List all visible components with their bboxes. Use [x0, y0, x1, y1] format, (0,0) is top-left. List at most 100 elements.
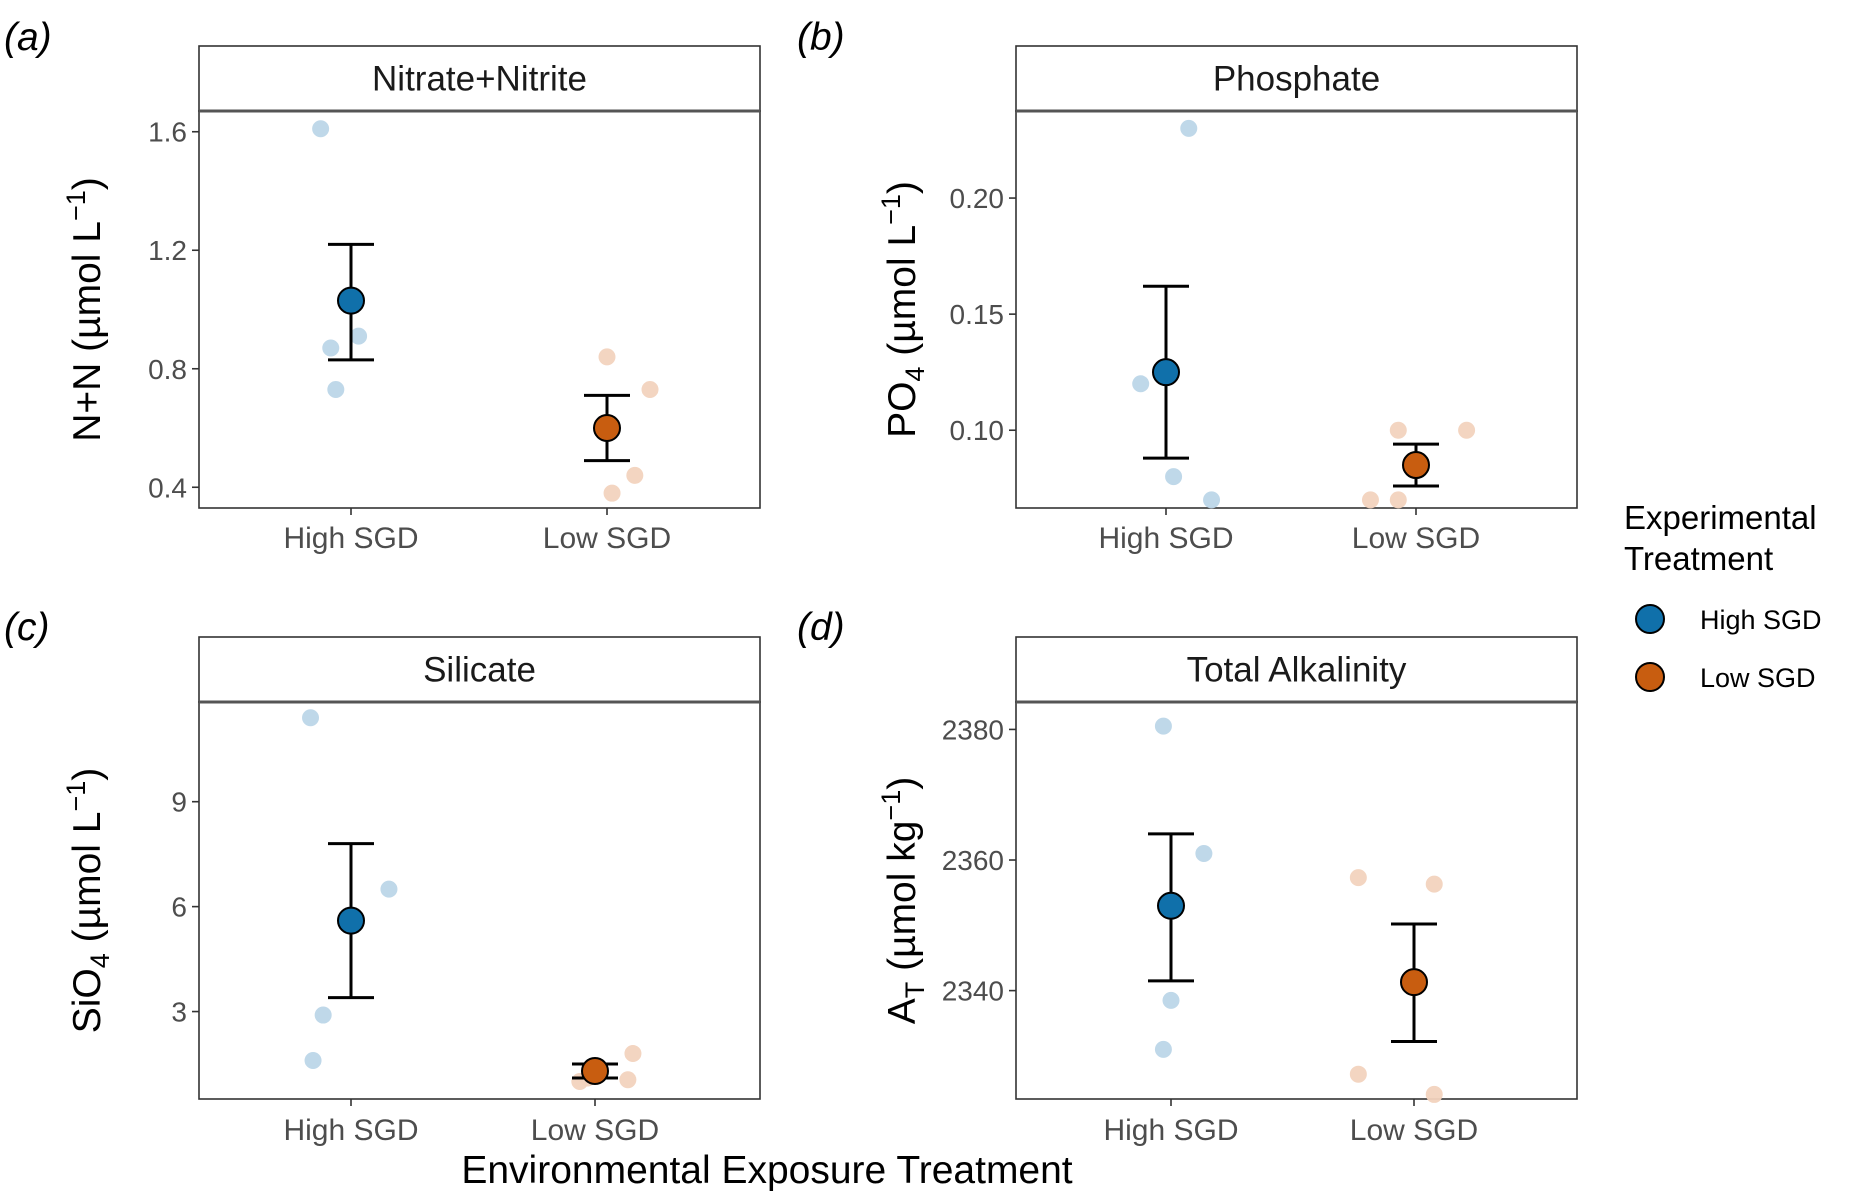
y-axis-title-units: (µmol L: [881, 225, 924, 367]
y-axis-title-superscript: −1: [61, 190, 91, 221]
y-axis-title-subscript: 4: [900, 367, 930, 382]
raw-point: [1389, 421, 1407, 439]
panel-label: (b): [797, 16, 845, 59]
y-tick-label: 1.2: [148, 235, 187, 266]
y-axis-title: N+N (µmol L−1): [61, 177, 109, 442]
y-axis-title-close: ): [66, 768, 109, 781]
raw-point: [626, 466, 644, 484]
panel-3: (c) Silicate 3 6 9 High SGD Low SGD SiO4 (µmol …: [4, 606, 761, 1147]
raw-point: [603, 484, 621, 502]
mean-point: [337, 286, 365, 315]
raw-point: [1458, 421, 1476, 439]
y-axis-title-units: (µmol L: [66, 812, 109, 954]
y-axis-title-superscript: −1: [876, 194, 906, 225]
y-axis-title-main: SiO: [66, 968, 109, 1033]
x-tick-label: High SGD: [1098, 522, 1233, 555]
y-tick-label: 3: [171, 997, 187, 1028]
raw-point: [1361, 491, 1379, 509]
raw-point: [322, 339, 340, 357]
raw-point: [1425, 875, 1443, 893]
y-axis-title-main: A: [881, 998, 924, 1024]
panel-label: (d): [797, 606, 845, 649]
panel-label: (a): [4, 16, 52, 59]
legend-label-high-sgd: High SGD: [1700, 605, 1822, 635]
x-tick-label: High SGD: [283, 1114, 418, 1147]
raw-point: [1425, 1085, 1443, 1103]
raw-point: [1349, 869, 1367, 887]
plot-area: [198, 701, 761, 1100]
raw-point: [1154, 1040, 1172, 1058]
y-tick-label: 1.6: [148, 117, 187, 148]
plot-area: [1015, 701, 1578, 1100]
facet-title: Silicate: [423, 651, 536, 690]
legend-title-line-2: Treatment: [1624, 540, 1773, 577]
y-tick-label: 2340: [942, 976, 1004, 1007]
raw-point: [624, 1045, 642, 1063]
mean-point: [1152, 358, 1180, 387]
y-axis-title-superscript: −1: [61, 781, 91, 812]
raw-point: [1154, 717, 1172, 735]
raw-point: [327, 380, 345, 398]
mean-point: [337, 906, 365, 935]
plot-area: [198, 110, 761, 509]
mean-point: [1400, 968, 1428, 997]
y-axis-title-main: N+N: [66, 363, 109, 442]
raw-point: [1195, 844, 1213, 862]
raw-point: [304, 1052, 322, 1070]
y-axis-title: SiO4 (µmol L−1): [61, 768, 115, 1034]
raw-point: [1162, 991, 1180, 1009]
y-axis-title-main: PO: [881, 382, 924, 438]
y-tick-label: 0.15: [950, 299, 1005, 330]
mean-point: [593, 414, 621, 443]
raw-point: [302, 709, 320, 727]
raw-point: [380, 880, 398, 898]
facet-title: Total Alkalinity: [1187, 651, 1407, 690]
raw-point: [1349, 1065, 1367, 1083]
x-tick-label: Low SGD: [1350, 1114, 1478, 1147]
x-tick-label: Low SGD: [543, 522, 671, 555]
raw-point: [1165, 468, 1183, 486]
y-axis-title: AT (µmol kg−1): [876, 777, 930, 1024]
raw-point: [1132, 375, 1150, 393]
legend-label-low-sgd: Low SGD: [1700, 663, 1816, 693]
mean-point: [1157, 891, 1185, 920]
raw-point: [1389, 491, 1407, 509]
y-axis-title-close: ): [66, 177, 109, 190]
legend-swatch-low-sgd: [1635, 662, 1665, 692]
raw-point: [641, 380, 659, 398]
raw-point: [312, 120, 330, 138]
facet-strip: [198, 45, 761, 112]
y-tick-label: 2380: [942, 714, 1004, 745]
y-tick-label: 0.8: [148, 354, 187, 385]
panels-group: (a) Nitrate+Nitrite 0.4 0.8 1.2 1.6 High SGD Lo…: [4, 16, 1578, 1147]
y-tick-label: 9: [171, 787, 187, 818]
y-axis-title-close: ): [881, 777, 924, 790]
raw-point: [350, 327, 368, 345]
y-axis-title-superscript: −1: [876, 790, 906, 821]
x-tick-label: High SGD: [283, 522, 418, 555]
panel-label: (c): [4, 606, 49, 649]
y-axis-title-units: (µmol kg: [881, 821, 924, 982]
panel-2: (b) Phosphate 0.10 0.15 0.20 High SGD Low SGD P…: [797, 16, 1578, 555]
y-axis-title: PO4 (µmol L−1): [876, 181, 930, 438]
raw-point: [619, 1071, 637, 1089]
y-axis-title-close: ): [881, 181, 924, 194]
y-axis-title-units: (µmol L: [66, 221, 109, 363]
x-tick-label: Low SGD: [1352, 522, 1480, 555]
y-axis-title-subscript: 4: [85, 953, 115, 968]
raw-point: [314, 1006, 332, 1024]
y-tick-label: 0.4: [148, 472, 187, 503]
legend-swatch-high-sgd: [1635, 604, 1665, 634]
y-tick-label: 0.10: [950, 415, 1005, 446]
raw-point: [1203, 491, 1221, 509]
mean-point: [581, 1057, 609, 1086]
x-tick-label: High SGD: [1103, 1114, 1238, 1147]
plot-area: [1015, 110, 1578, 509]
y-tick-label: 2360: [942, 845, 1004, 876]
panel-1: (a) Nitrate+Nitrite 0.4 0.8 1.2 1.6 High SGD Lo…: [4, 16, 761, 555]
x-tick-label: Low SGD: [531, 1114, 659, 1147]
facet-title: Nitrate+Nitrite: [372, 60, 587, 99]
x-axis-title: Environmental Exposure Treatment: [461, 1149, 1072, 1192]
y-axis-title-subscript: T: [900, 982, 930, 999]
